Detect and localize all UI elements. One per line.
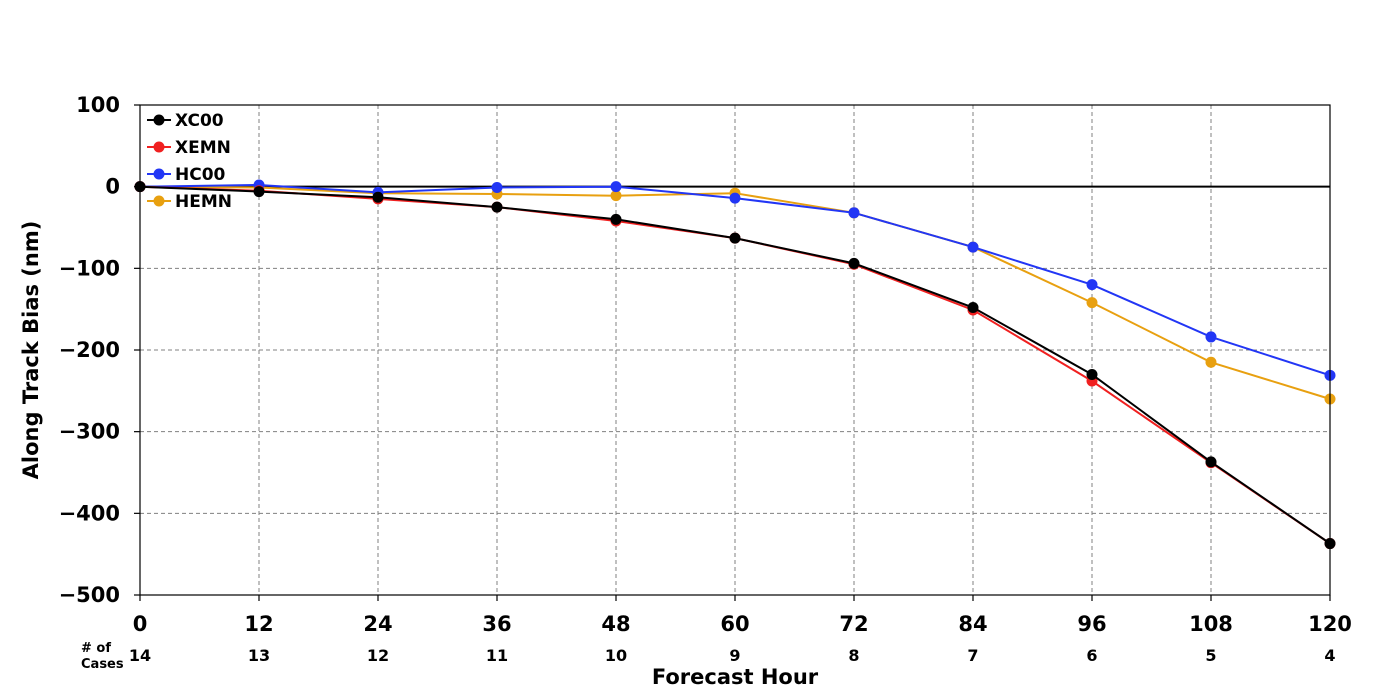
case-count: 9 (729, 646, 740, 665)
x-tick-label: 84 (958, 612, 987, 636)
y-axis-title: Along Track Bias (nm) (19, 221, 43, 480)
data-point-hc00 (491, 181, 503, 193)
cases-label-line2: Cases (81, 657, 124, 672)
data-point-hc00 (1086, 279, 1098, 291)
case-count: 12 (367, 646, 389, 665)
cases-label-line1: # of (81, 641, 111, 656)
x-tick-label: 60 (720, 612, 749, 636)
legend-label: HEMN (175, 192, 232, 212)
y-tick-label: 100 (76, 93, 120, 117)
x-tick-label: 48 (601, 612, 630, 636)
legend-marker (153, 114, 165, 126)
data-point-hc00 (967, 241, 979, 253)
y-tick-label: −400 (59, 501, 120, 525)
x-axis-title: Forecast Hour (652, 665, 819, 689)
y-tick-label: −300 (59, 420, 120, 444)
grid-layer (140, 105, 1330, 595)
cases-layer: # of Cases 14 13 12 11 10 9 8 7 6 5 4 (81, 641, 1336, 672)
x-tick-label: 108 (1189, 612, 1233, 636)
legend-marker (153, 168, 165, 180)
case-count: 8 (848, 646, 859, 665)
x-tick-label: 12 (244, 612, 273, 636)
case-count: 7 (967, 646, 978, 665)
data-point-hc00 (848, 207, 860, 219)
data-point-hemn (1086, 297, 1098, 309)
data-point-xc00 (848, 257, 860, 269)
case-count: 6 (1086, 646, 1097, 665)
data-point-xc00 (967, 302, 979, 314)
legend-item-hemn: HEMN (147, 192, 232, 212)
data-point-xc00 (491, 201, 503, 213)
data-point-xc00 (1086, 369, 1098, 380)
data-point-xc00 (1205, 456, 1217, 468)
data-point-xc00 (610, 213, 622, 225)
case-count: 14 (129, 646, 151, 665)
x-tick-label: 0 (133, 612, 148, 636)
legend-item-hc00: HC00 (147, 165, 226, 185)
case-count: 4 (1324, 646, 1335, 665)
data-point-hemn (610, 190, 622, 202)
data-point-hemn (1205, 356, 1217, 368)
y-tick-label: −500 (59, 583, 120, 607)
legend-label: XC00 (175, 111, 224, 131)
legend-marker (153, 195, 165, 207)
data-point-hc00 (1205, 331, 1217, 343)
data-point-hc00 (729, 192, 741, 204)
legend: XC00 XEMN HC00 HEMN (147, 111, 232, 212)
legend-label: HC00 (175, 165, 226, 185)
legend-item-xc00: XC00 (147, 111, 224, 131)
y-tick-label: −100 (59, 256, 120, 280)
series-xc00 (134, 181, 1336, 550)
tick-layer: 100 0 −100 −200 −300 −400 −500 0 12 24 36 48 60 72 84 9… (59, 93, 1352, 636)
x-tick-label: 96 (1077, 612, 1106, 636)
data-point-xc00 (729, 232, 741, 244)
case-count: 5 (1205, 646, 1216, 665)
data-point-hc00 (610, 181, 622, 193)
x-tick-label: 72 (839, 612, 868, 636)
legend-marker (153, 141, 165, 153)
data-point-xc00 (372, 191, 384, 203)
legend-label: XEMN (175, 138, 231, 158)
x-tick-label: 36 (482, 612, 511, 636)
y-tick-label: 0 (105, 175, 120, 199)
case-count: 11 (486, 646, 508, 665)
case-count: 13 (248, 646, 270, 665)
case-count: 10 (605, 646, 627, 665)
y-tick-label: −200 (59, 338, 120, 362)
data-point-xc00 (253, 186, 265, 198)
series-layer (134, 179, 1336, 550)
legend-item-xemn: XEMN (147, 138, 231, 158)
x-tick-label: 24 (363, 612, 392, 636)
x-tick-label: 120 (1308, 612, 1352, 636)
